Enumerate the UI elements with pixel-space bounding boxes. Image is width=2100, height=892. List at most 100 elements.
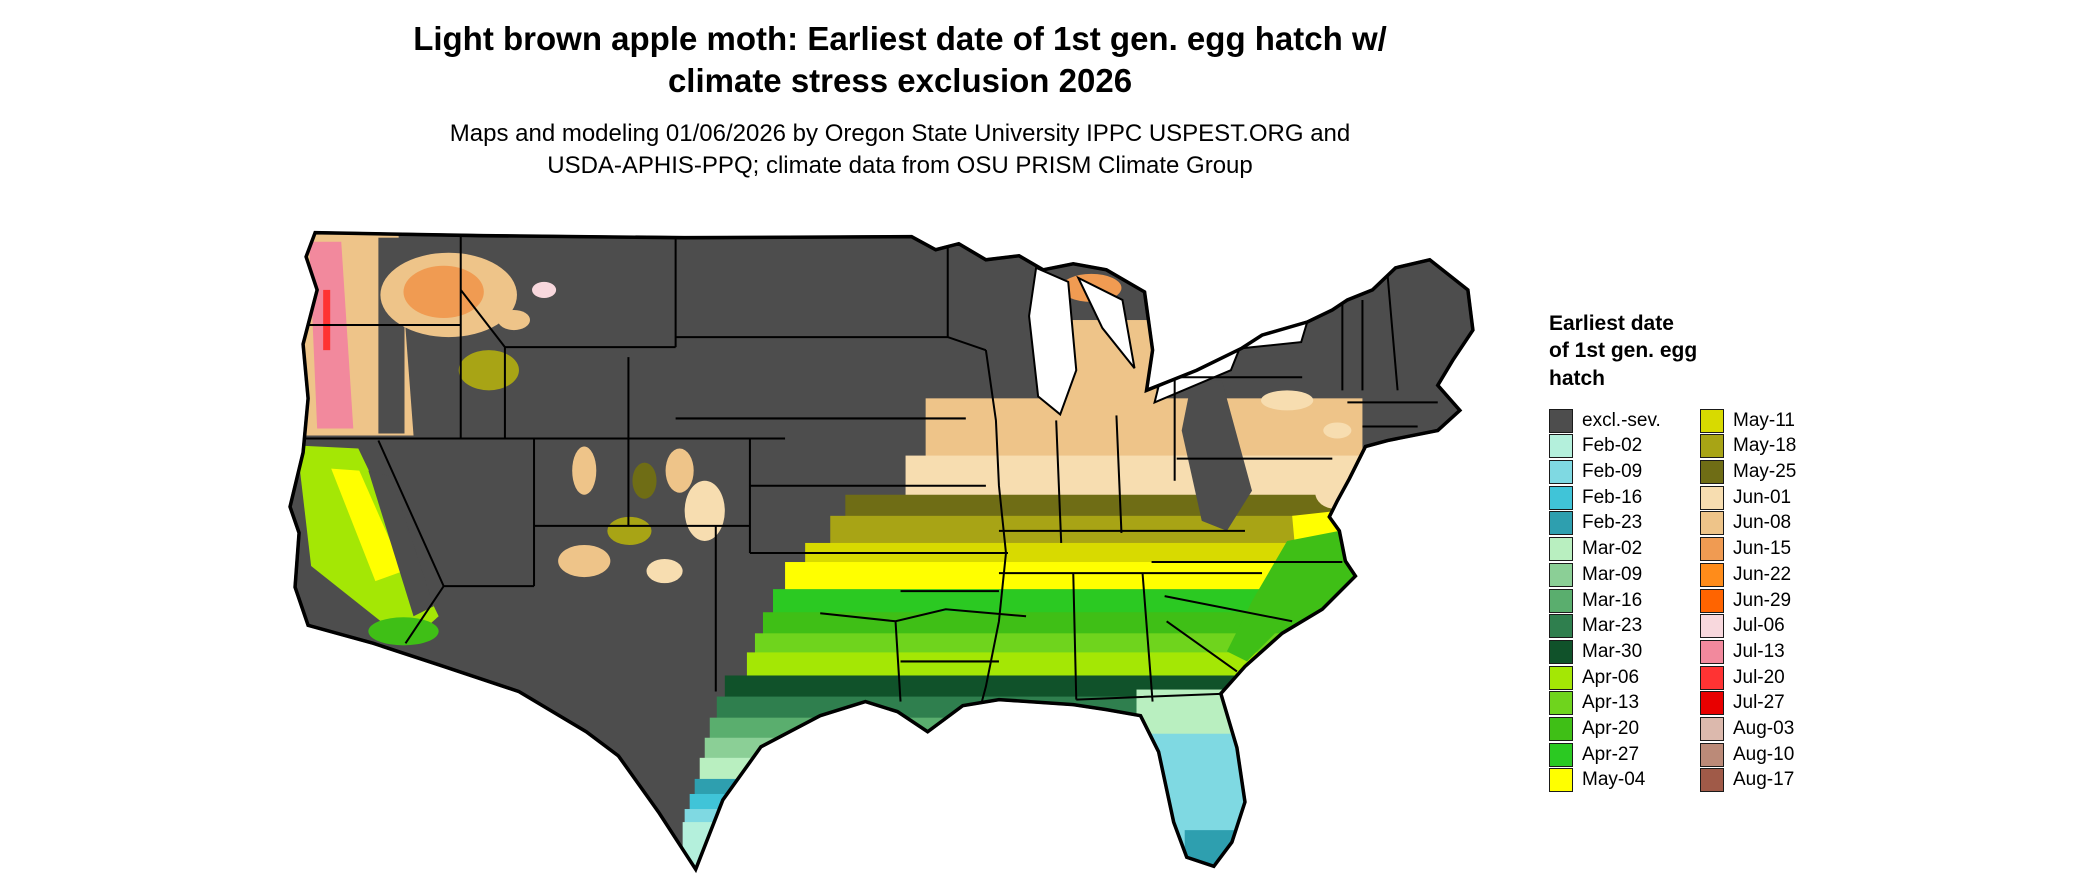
- legend-label: Feb-09: [1582, 461, 1643, 483]
- legend-swatch: [1549, 691, 1573, 716]
- us-map: [288, 230, 1475, 874]
- legend-swatch: [1549, 408, 1573, 433]
- subtitle-line-2: USDA-APHIS-PPQ; climate data from OSU PR…: [547, 152, 1253, 180]
- legend-swatch: [1700, 408, 1724, 433]
- legend-item: Apr-27: [1549, 742, 1700, 768]
- legend-item: Jun-15: [1700, 536, 1796, 562]
- us-outline: [288, 230, 1475, 874]
- map-region: [699, 757, 1473, 782]
- map-region: [323, 289, 331, 351]
- legend-item: Jun-29: [1700, 588, 1796, 614]
- map-region: [632, 462, 657, 499]
- legend-item: Mar-23: [1549, 613, 1700, 639]
- legend-label: May-25: [1733, 461, 1797, 483]
- legend-item: May-18: [1700, 434, 1796, 460]
- legend-item: Jul-06: [1700, 613, 1796, 639]
- lake-huron: [1076, 275, 1136, 369]
- legend-label: May-11: [1733, 409, 1795, 431]
- legend-swatch: [1700, 511, 1724, 536]
- legend-label: excl.-sev.: [1582, 409, 1661, 431]
- legend-swatch: [1700, 691, 1724, 716]
- legend-label: May-18: [1733, 435, 1797, 457]
- map-region: [845, 494, 1473, 519]
- title-line-1: Light brown apple moth: Earliest date of…: [413, 20, 1387, 57]
- legend-swatch: [1700, 588, 1724, 613]
- legend-item: May-04: [1549, 768, 1700, 794]
- legend-item: Mar-30: [1549, 639, 1700, 665]
- legend-swatch: [1700, 434, 1724, 459]
- legend: Earliest date of 1st gen. egg hatch excl…: [1549, 310, 1979, 793]
- legend-swatch: [1700, 716, 1724, 741]
- page-title: Light brown apple moth: Earliest date of…: [0, 18, 1800, 102]
- legend-item: Feb-09: [1549, 459, 1700, 485]
- legend-swatch: [1700, 665, 1724, 690]
- legend-label: Jul-13: [1733, 640, 1785, 662]
- legend-item: Jul-13: [1700, 639, 1796, 665]
- title-line-2: climate stress exclusion 2026: [667, 62, 1133, 100]
- map-region: [762, 612, 1473, 637]
- legend-swatch: [1700, 768, 1724, 793]
- legend-label: Jun-29: [1733, 589, 1792, 611]
- map-region: [805, 542, 1473, 566]
- legend-label: Jun-01: [1733, 486, 1792, 508]
- legend-label: Aug-17: [1733, 769, 1795, 791]
- legend-label: Apr-27: [1582, 743, 1640, 765]
- legend-label: Mar-16: [1582, 589, 1643, 611]
- legend-swatch: [1549, 665, 1573, 690]
- map-region: [368, 617, 439, 646]
- map-region: [1323, 422, 1352, 439]
- legend-swatch: [1700, 537, 1724, 562]
- legend-label: Jul-20: [1733, 666, 1785, 688]
- legend-label: Feb-23: [1582, 512, 1643, 534]
- legend-swatch: [1700, 562, 1724, 587]
- legend-label: Feb-16: [1582, 486, 1643, 508]
- legend-item: Jul-20: [1700, 665, 1796, 691]
- map-region: [665, 448, 694, 493]
- map-region: [694, 778, 1473, 797]
- legend-swatch: [1700, 460, 1724, 485]
- legend-item: Jun-08: [1700, 511, 1796, 537]
- legend-label: Jun-08: [1733, 512, 1792, 534]
- legend-swatch: [1549, 562, 1573, 587]
- page-subtitle: Maps and modeling 01/06/2026 by Oregon S…: [0, 118, 1800, 181]
- legend-swatch: [1549, 485, 1573, 510]
- legend-item: Mar-02: [1549, 536, 1700, 562]
- legend-item: Jun-01: [1700, 485, 1796, 511]
- map-region: [646, 559, 683, 584]
- legend-swatch: [1549, 537, 1573, 562]
- map-region: [1184, 830, 1237, 870]
- map-region: [754, 633, 1473, 656]
- legend-label: Aug-10: [1733, 743, 1795, 765]
- legend-label: Feb-02: [1582, 435, 1643, 457]
- legend-item: Feb-23: [1549, 511, 1700, 537]
- legend-title-line-3: hatch: [1549, 366, 1606, 390]
- legend-item: Mar-09: [1549, 562, 1700, 588]
- legend-item: Aug-10: [1700, 742, 1796, 768]
- map-region: [1138, 701, 1249, 869]
- legend-swatch: [1549, 511, 1573, 536]
- legend-swatch: [1549, 434, 1573, 459]
- legend-label: Mar-09: [1582, 563, 1643, 585]
- legend-item: May-11: [1700, 408, 1796, 434]
- legend-label: Jun-15: [1733, 538, 1792, 560]
- map-region: [684, 480, 725, 541]
- legend-column-2: May-11 May-18 May-25 Jun-01 Jun-08 Jun-15 Jun-…: [1700, 408, 1796, 793]
- legend-title-line-1: Earliest date: [1549, 312, 1674, 335]
- legend-item: Apr-13: [1549, 690, 1700, 716]
- legend-label: Aug-03: [1733, 717, 1795, 739]
- map-region: [497, 309, 531, 331]
- map-region: [724, 675, 1473, 700]
- map-region: [1181, 380, 1252, 531]
- legend-swatch: [1549, 588, 1573, 613]
- map-region: [607, 516, 652, 545]
- legend-columns: excl.-sev. Feb-02 Feb-09 Feb-16 Feb-23 Mar-02…: [1549, 408, 1979, 793]
- legend-swatch: [1700, 742, 1724, 767]
- legend-label: Apr-13: [1582, 692, 1640, 714]
- lake-michigan: [1028, 266, 1078, 417]
- legend-item: Apr-06: [1549, 665, 1700, 691]
- legend-item: excl.-sev.: [1549, 408, 1700, 434]
- map-region: [689, 793, 1473, 813]
- map-region: [458, 350, 519, 391]
- map-region: [773, 589, 1473, 616]
- map-region: [785, 562, 1473, 593]
